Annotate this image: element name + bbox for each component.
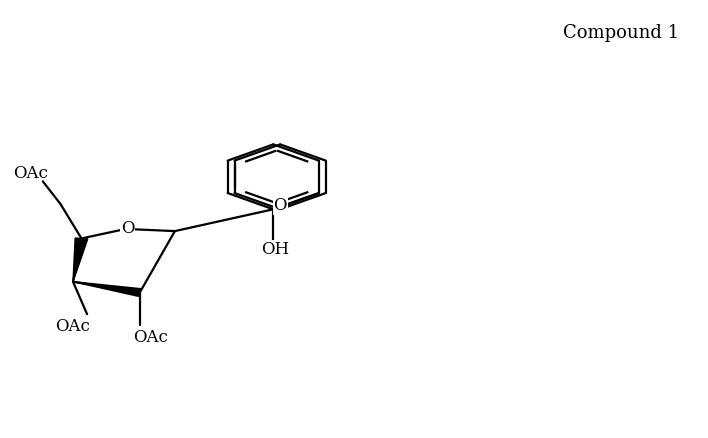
Polygon shape bbox=[73, 238, 88, 282]
Text: O: O bbox=[121, 219, 135, 237]
Text: OAc: OAc bbox=[13, 165, 47, 182]
Polygon shape bbox=[73, 282, 142, 296]
Text: OH: OH bbox=[261, 241, 289, 258]
Text: Compound 1: Compound 1 bbox=[563, 24, 679, 42]
Text: OAc: OAc bbox=[133, 328, 168, 346]
Text: OAc: OAc bbox=[56, 318, 91, 335]
Text: O: O bbox=[273, 197, 287, 214]
